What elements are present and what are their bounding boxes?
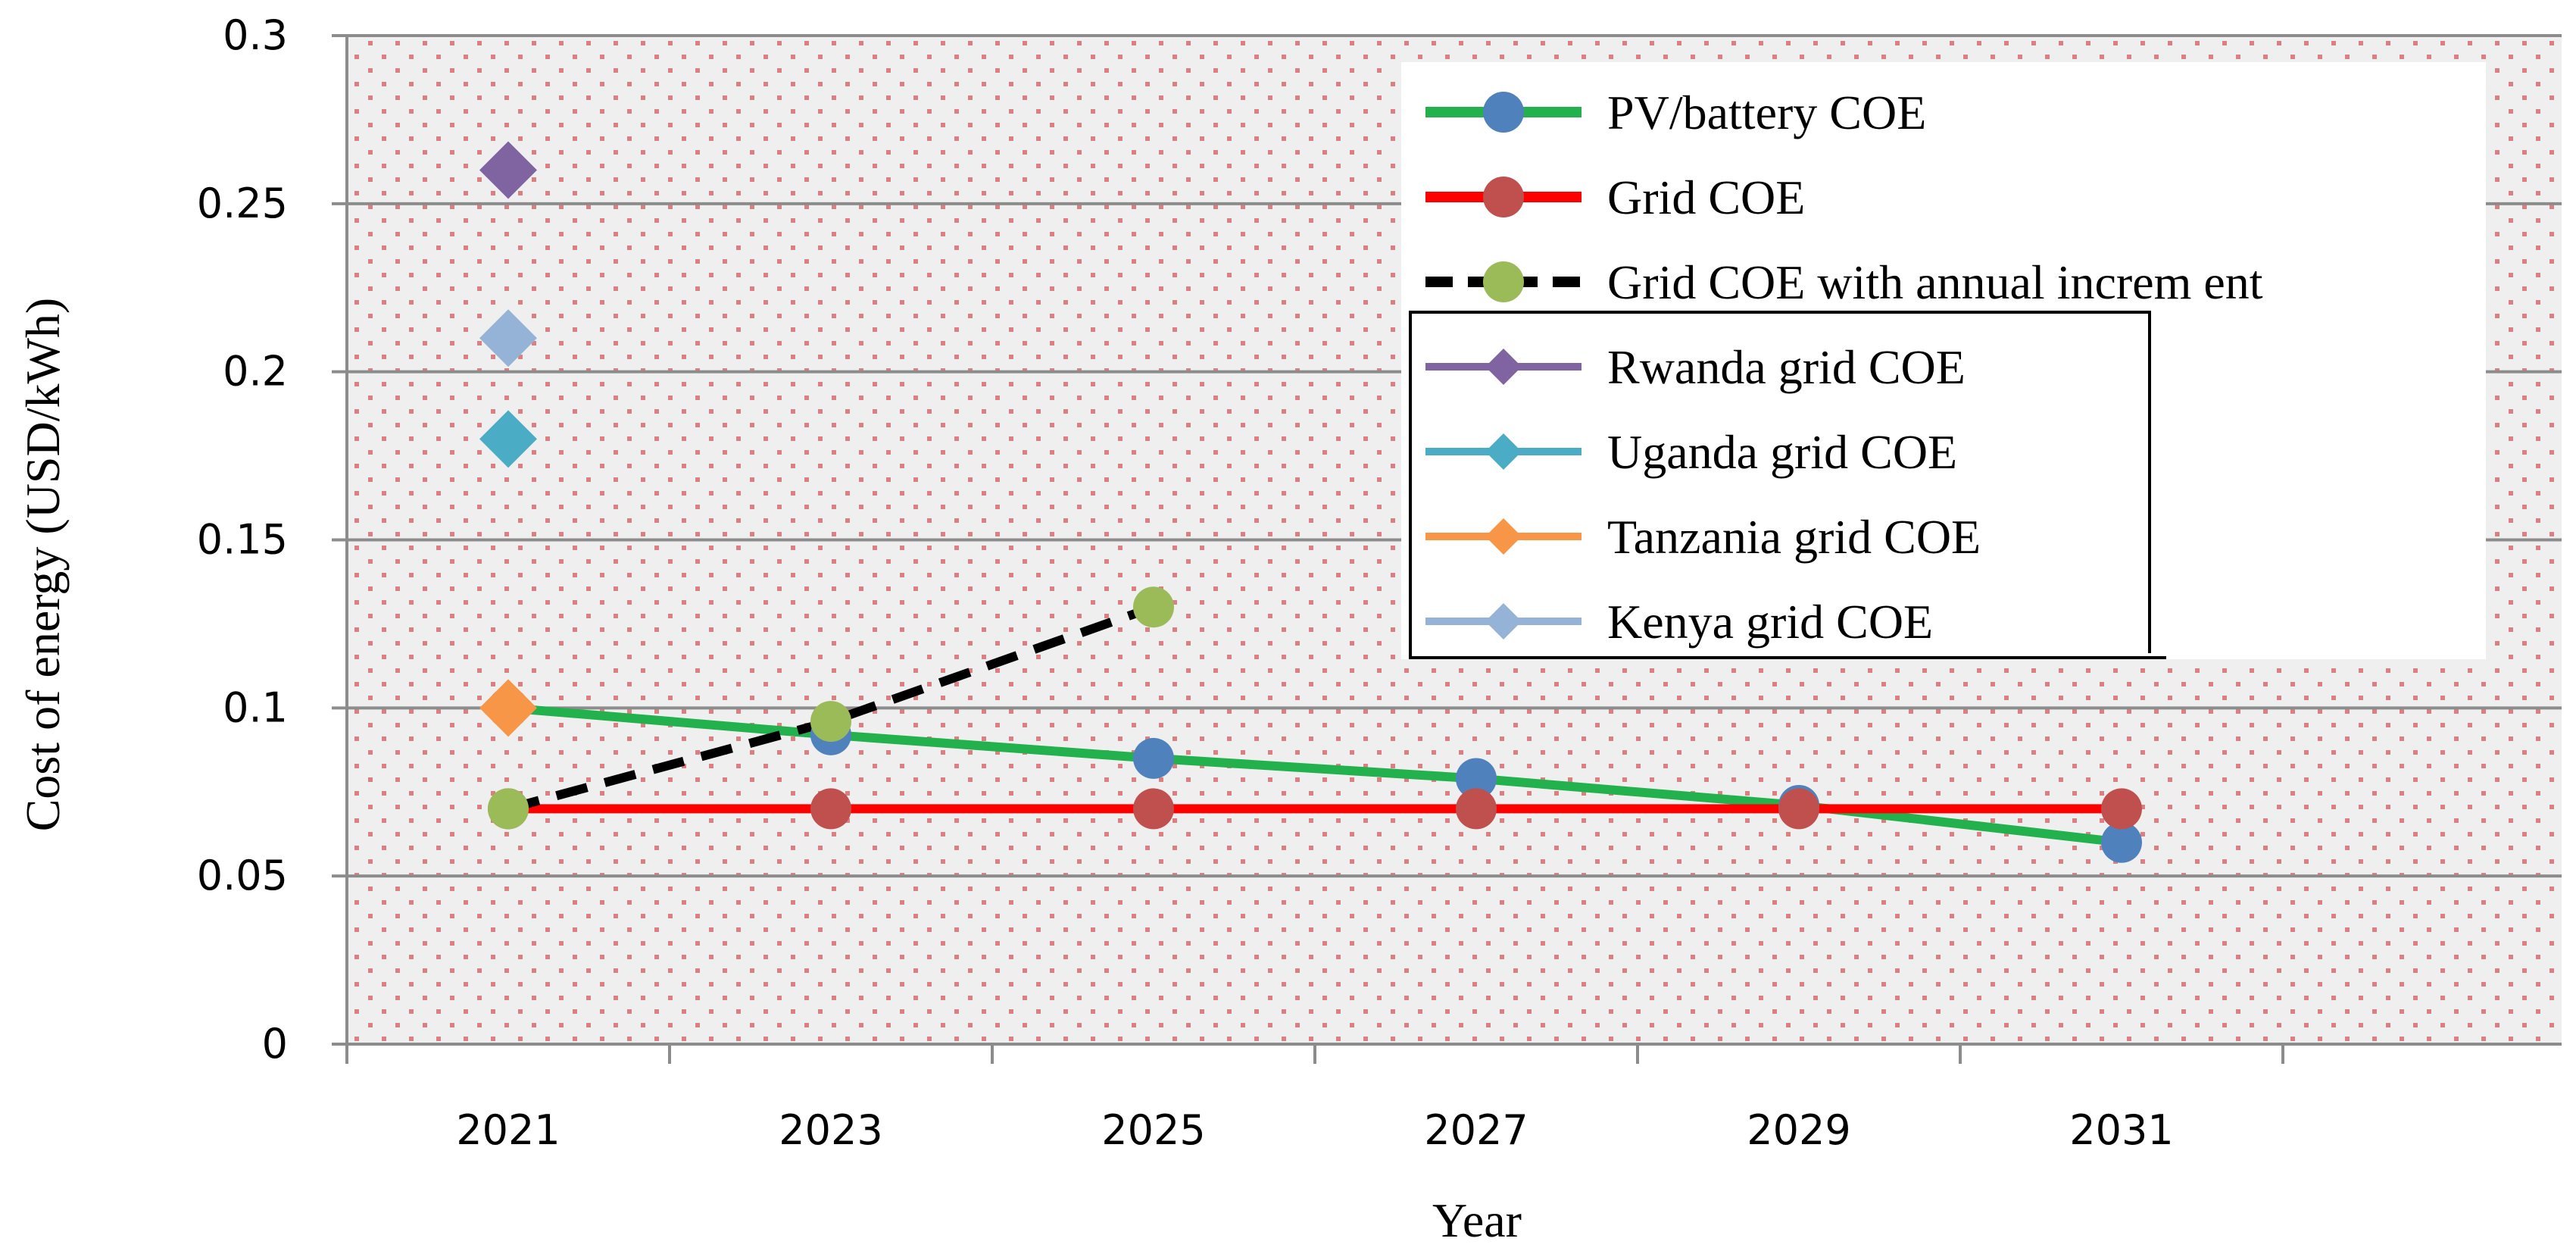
legend-label: Uganda grid COE <box>1607 425 1957 479</box>
legend-swatch-marker <box>1485 433 1522 470</box>
data-point-pv-battery-coe <box>2101 821 2142 863</box>
y-tick-label: 0.2 <box>223 348 288 396</box>
data-point-grid-coe <box>2101 788 2142 830</box>
y-tick-label: 0.1 <box>223 683 288 731</box>
data-point-grid-coe <box>1778 788 1819 830</box>
y-tick-label: 0.15 <box>197 516 288 564</box>
data-point-grid-coe <box>1456 788 1497 830</box>
data-point-uganda-grid-coe <box>479 410 537 468</box>
data-point-grid-coe <box>1133 788 1174 830</box>
legend-background <box>1401 62 2486 659</box>
data-point-grid-coe-with-annual-increm-ent <box>1133 586 1174 628</box>
legend-item-pv-battery-coe: PV/battery COE <box>1425 86 1926 139</box>
x-tick-label: 2031 <box>2069 1106 2173 1154</box>
legend-swatch-marker <box>1485 518 1522 555</box>
data-point-grid-coe <box>810 788 851 830</box>
x-tick-label: 2021 <box>456 1106 560 1154</box>
axis-layer: 0 0.05 0.1 0.15 0.2 0.25 0.3 2021 2023 2025 2027 20… <box>197 11 2562 1154</box>
legend-inner-border <box>1409 312 2166 659</box>
data-point-pv-battery-coe <box>1133 737 1174 779</box>
legend-swatch-marker <box>1483 177 1524 217</box>
legend-label: Grid COE with annual increm ent <box>1607 255 2263 309</box>
x-axis-title: Year <box>1432 1193 1522 1247</box>
data-point-pv-battery-coe <box>1456 758 1497 799</box>
data-point-grid-coe-with-annual-increm-ent <box>810 701 851 743</box>
legend-swatch-marker <box>1485 603 1522 640</box>
x-tick-label: 2027 <box>1424 1106 1528 1154</box>
y-tick-label: 0.25 <box>197 180 288 227</box>
data-point-rwanda-grid-coe <box>479 141 537 199</box>
legend-label: Rwanda grid COE <box>1607 340 1966 394</box>
legend-swatch-marker <box>1483 92 1524 133</box>
y-tick-label: 0.05 <box>197 852 288 899</box>
legend-swatch-marker <box>1485 349 1522 385</box>
legend-item-uganda-grid-coe: Uganda grid COE <box>1425 425 1957 479</box>
legend-label: Kenya grid COE <box>1607 595 1933 649</box>
legend-swatch-marker <box>1483 261 1524 302</box>
series-layer <box>479 141 2142 863</box>
legend-inner-border <box>1409 311 2151 653</box>
y-axis-title: Cost of energy (USD/kWh) <box>16 298 70 832</box>
y-tick-label: 0 <box>262 1020 288 1068</box>
x-tick-label: 2023 <box>779 1106 882 1154</box>
legend: PV/battery COE Grid COE Grid COE with annu… <box>1401 62 2486 659</box>
legend-label: Grid COE <box>1607 170 1805 224</box>
x-tick-label: 2029 <box>1747 1106 1850 1154</box>
legend-label: Tanzania grid COE <box>1607 510 1981 564</box>
legend-item-kenya-grid-coe: Kenya grid COE <box>1425 595 1933 649</box>
x-tick-label: 2025 <box>1101 1106 1205 1154</box>
data-point-tanzania-grid-coe <box>479 679 537 737</box>
legend-item-rwanda-grid-coe: Rwanda grid COE <box>1425 340 1966 394</box>
legend-item-grid-coe-with-annual-increm-ent: Grid COE with annual increm ent <box>1425 255 2263 309</box>
series-line-grid-coe-with-annual-increm-ent <box>507 602 1156 814</box>
legend-item-tanzania-grid-coe: Tanzania grid COE <box>1425 510 1981 564</box>
legend-item-grid-coe: Grid COE <box>1425 170 1805 224</box>
data-point-grid-coe-with-annual-increm-ent <box>488 788 529 830</box>
legend-label: PV/battery COE <box>1607 86 1926 139</box>
y-tick-label: 0.3 <box>223 11 288 59</box>
data-point-kenya-grid-coe <box>479 309 537 367</box>
